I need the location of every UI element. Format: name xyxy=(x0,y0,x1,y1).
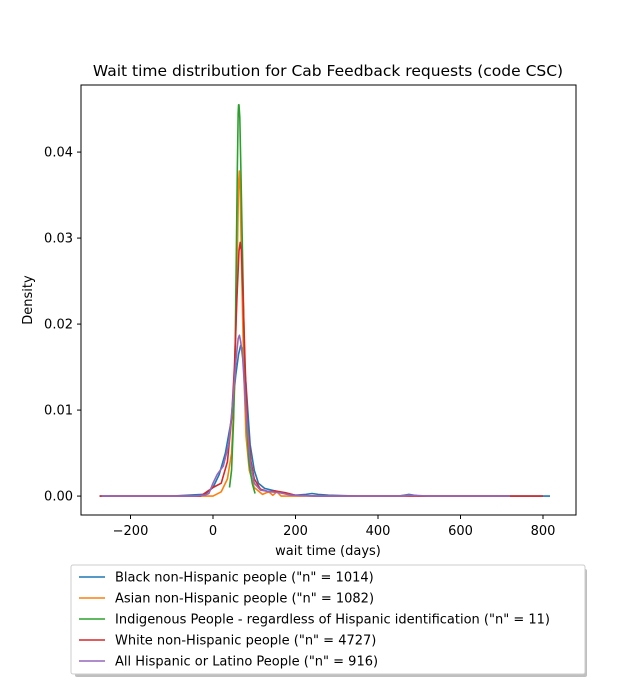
y-tick-label: 0.03 xyxy=(44,232,73,247)
chart-title: Wait time distribution for Cab Feedback … xyxy=(93,62,563,80)
legend-label: White non-Hispanic people ("n" = 4727) xyxy=(115,634,376,649)
x-axis-label: wait time (days) xyxy=(275,544,381,559)
y-tick-label: 0.02 xyxy=(44,318,73,333)
x-tick-label: 800 xyxy=(531,524,556,539)
x-tick-label: 600 xyxy=(448,524,473,539)
x-tick-label: 0 xyxy=(209,524,217,539)
plot-frame xyxy=(80,84,577,516)
legend-label: Asian non-Hispanic people ("n" = 1082) xyxy=(115,592,374,607)
y-tick-label: 0.01 xyxy=(44,404,73,419)
y-axis-label: Density xyxy=(21,275,36,325)
legend: Black non-Hispanic people ("n" = 1014) As… xyxy=(70,564,587,677)
x-tick-label: 200 xyxy=(283,524,308,539)
legend-box xyxy=(70,564,586,675)
legend-label: All Hispanic or Latino People ("n" = 916… xyxy=(115,655,378,670)
series-line-4 xyxy=(101,334,510,497)
y-tick-label: 0.04 xyxy=(44,146,73,161)
series-line-1 xyxy=(109,170,510,497)
series-line-0 xyxy=(99,344,551,497)
x-tick-label: 400 xyxy=(366,524,391,539)
legend-label: Indigenous People - regardless of Hispan… xyxy=(115,613,550,628)
y-axis-ticks: 0.00 0.01 0.02 0.03 0.04 xyxy=(44,146,81,505)
legend-entries: Black non-Hispanic people ("n" = 1014) As… xyxy=(79,571,550,670)
x-axis-ticks: −200 0 200 400 600 800 xyxy=(113,515,556,539)
y-tick-label: 0.00 xyxy=(44,490,73,505)
plot-lines xyxy=(99,103,551,497)
series-line-3 xyxy=(99,241,543,497)
x-tick-label: −200 xyxy=(113,524,149,539)
legend-label: Black non-Hispanic people ("n" = 1014) xyxy=(115,571,374,586)
